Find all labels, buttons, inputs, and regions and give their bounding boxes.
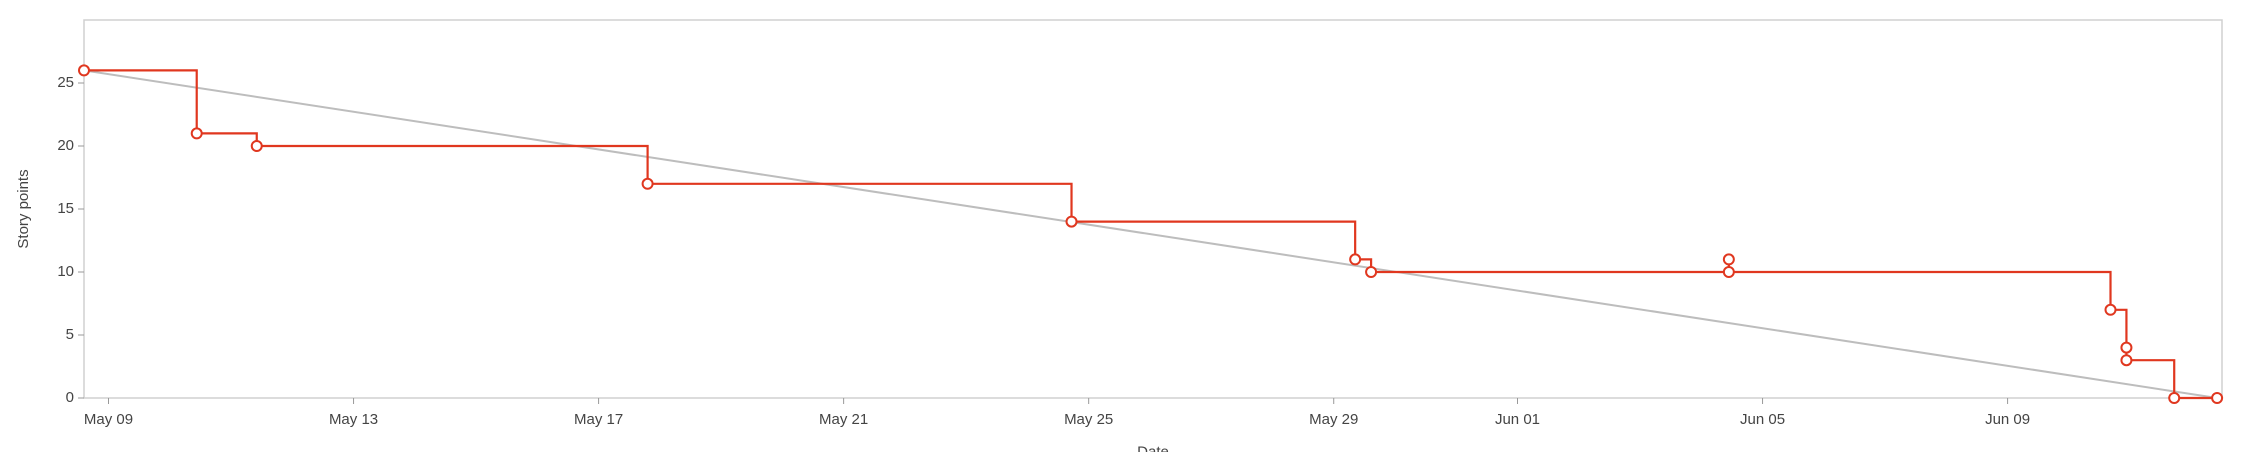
y-axis-label: Story points bbox=[15, 169, 32, 248]
y-tick-label: 5 bbox=[66, 326, 74, 343]
point bbox=[1349, 253, 1362, 266]
point bbox=[2104, 303, 2117, 316]
point bbox=[2120, 341, 2133, 354]
x-tick-label: May 09 bbox=[84, 411, 133, 428]
x-tick-label: May 25 bbox=[1064, 411, 1113, 428]
x-tick-label: May 17 bbox=[574, 411, 623, 428]
point bbox=[250, 140, 263, 152]
point bbox=[2211, 392, 2224, 404]
x-tick-label: Jun 09 bbox=[1985, 411, 2030, 428]
point bbox=[78, 64, 90, 77]
x-tick-label: Jun 01 bbox=[1495, 411, 1540, 428]
point bbox=[190, 127, 203, 140]
y-tick-label: 10 bbox=[57, 263, 74, 280]
x-axis-label: Date bbox=[1137, 443, 1169, 452]
ideal-line bbox=[83, 69, 2218, 399]
point bbox=[2168, 392, 2181, 404]
plot-frame bbox=[83, 19, 2223, 399]
point bbox=[1365, 266, 1378, 278]
y-tick-label: 0 bbox=[66, 389, 74, 406]
y-tick-label: 20 bbox=[57, 137, 74, 154]
y-tick-label: 25 bbox=[57, 74, 74, 91]
point bbox=[2120, 354, 2133, 367]
point bbox=[1722, 253, 1735, 266]
point bbox=[641, 177, 654, 190]
x-tick-label: May 21 bbox=[819, 411, 868, 428]
x-tick-label: May 13 bbox=[329, 411, 378, 428]
y-tick-label: 15 bbox=[57, 200, 74, 217]
x-tick-label: May 29 bbox=[1309, 411, 1358, 428]
point bbox=[1722, 266, 1735, 278]
x-tick-label: Jun 05 bbox=[1740, 411, 1785, 428]
point bbox=[1065, 215, 1078, 228]
